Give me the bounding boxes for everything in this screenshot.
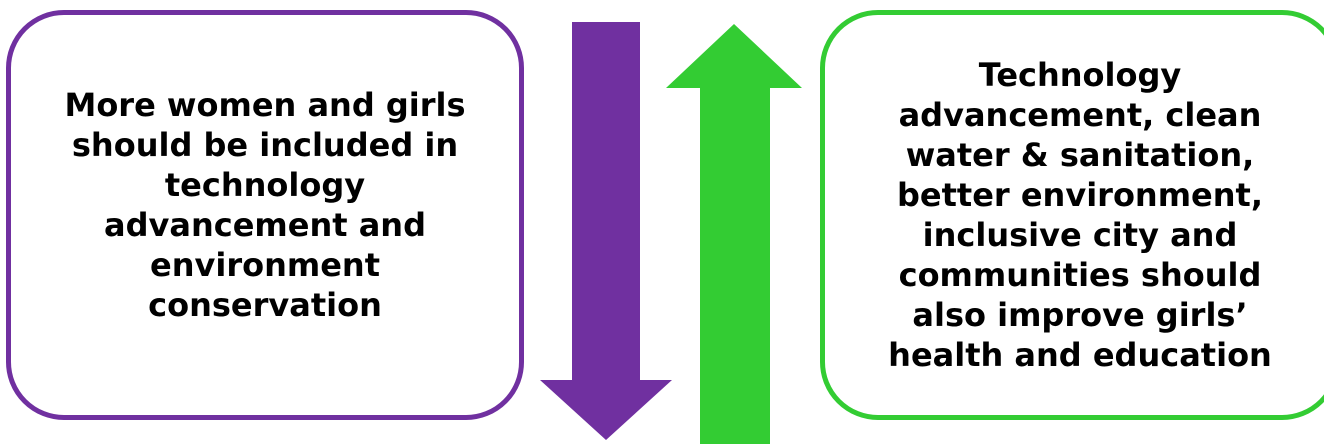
up-arrow-icon (666, 24, 802, 444)
left-statement-text: More women and girls should be included … (64, 86, 466, 324)
down-arrow-icon (540, 22, 672, 440)
right-statement-text: Technology advancement, clean water & sa… (888, 56, 1272, 374)
left-statement-box: More women and girls should be included … (6, 10, 524, 420)
right-statement-box: Technology advancement, clean water & sa… (820, 10, 1324, 420)
